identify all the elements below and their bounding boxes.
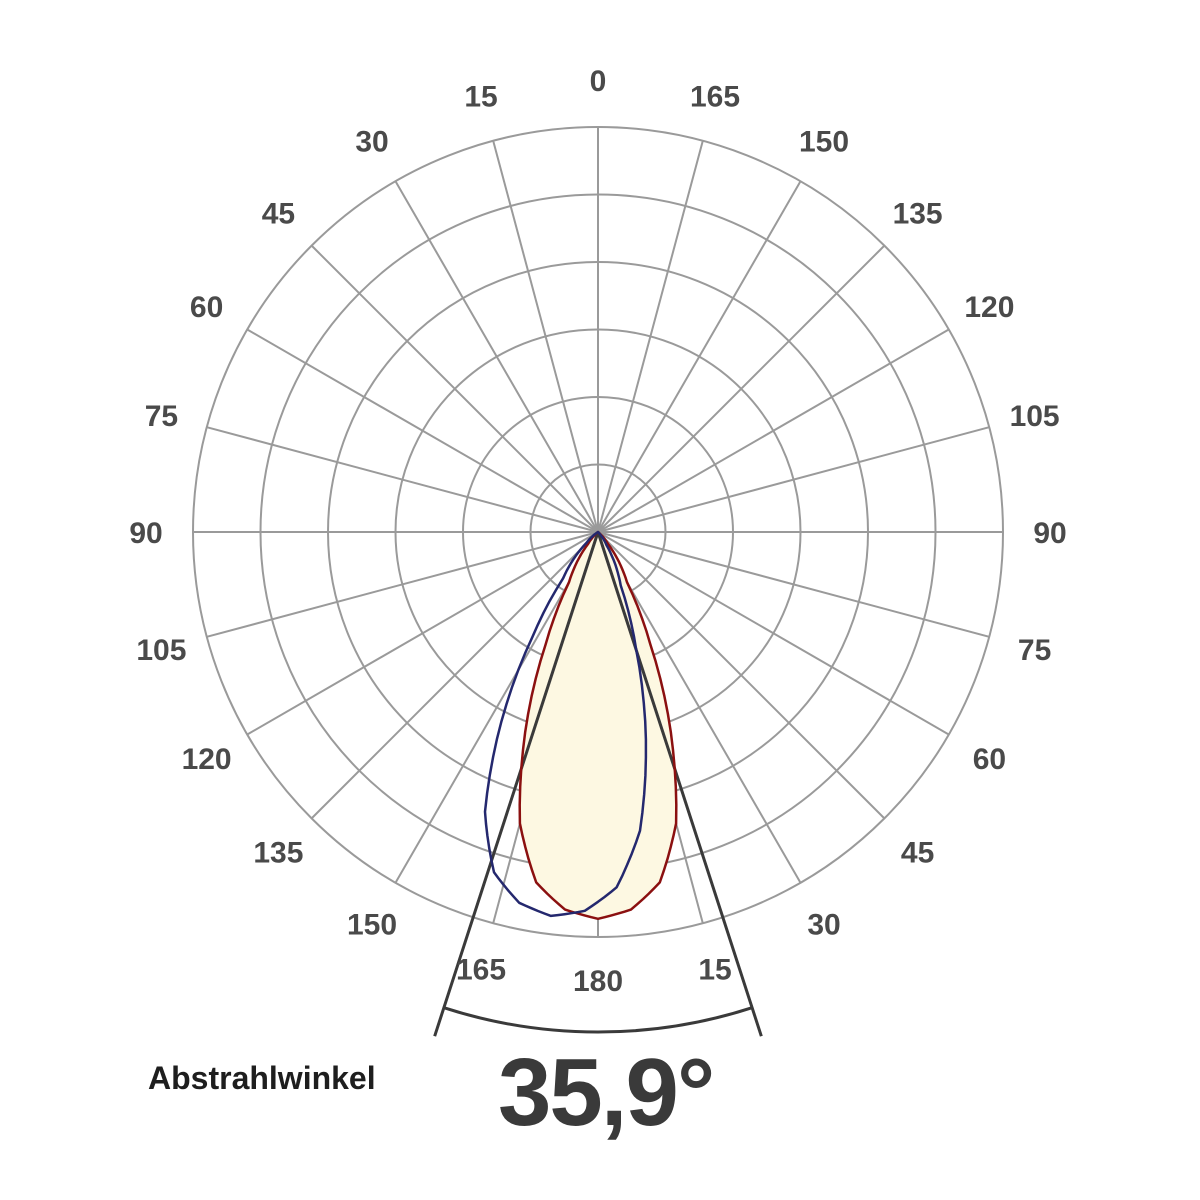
angle-tick-label: 75 — [145, 400, 178, 433]
beam-angle-arc — [443, 1006, 753, 1034]
grid-spoke — [597, 244, 886, 533]
angle-tick-label: 60 — [190, 291, 223, 324]
angle-tick-label: 90 — [1033, 517, 1066, 550]
grid-spoke — [246, 531, 599, 736]
grid-spoke — [597, 140, 704, 533]
beam-angle-cone — [433, 531, 763, 1037]
grid-spoke — [206, 531, 599, 638]
grid-spoke — [597, 328, 950, 533]
angle-tick-label: 150 — [347, 908, 397, 941]
angle-tick-label: 30 — [807, 908, 840, 941]
grid-spoke — [310, 531, 599, 820]
angle-tick-label: 45 — [262, 197, 295, 230]
grid-spoke — [597, 531, 950, 736]
angle-tick-label: 90 — [129, 517, 162, 550]
angle-tick-label: 180 — [573, 965, 623, 998]
angle-tick-label: 0 — [590, 65, 607, 98]
angle-tick-label: 135 — [253, 837, 303, 870]
cone-edge-right — [596, 531, 763, 1037]
angle-tick-label: 150 — [799, 126, 849, 159]
grid-spoke — [394, 180, 599, 533]
grid-spoke — [597, 531, 990, 638]
intensity-curve-2 — [483, 530, 648, 918]
angle-tick-label: 120 — [182, 743, 232, 776]
intensity-curve-1 — [518, 530, 678, 921]
grid-spoke — [597, 180, 802, 533]
beam-fill-shape — [519, 532, 677, 919]
angle-tick-label: 60 — [973, 743, 1006, 776]
grid-spoke — [246, 328, 599, 533]
angle-tick-label: 30 — [355, 126, 388, 159]
angle-tick-label: 45 — [901, 837, 934, 870]
intensity-curves — [483, 530, 678, 921]
angle-tick-label: 105 — [136, 634, 186, 667]
angle-tick-label: 135 — [893, 197, 943, 230]
angle-tick-label: 15 — [698, 954, 731, 987]
angle-tick-label: 120 — [964, 291, 1014, 324]
angle-tick-label: 15 — [464, 80, 497, 113]
grid-spoke — [206, 426, 599, 533]
angle-tick-label: 165 — [690, 80, 740, 113]
angle-tick-label: 105 — [1010, 400, 1060, 433]
beam-angle-caption: Abstrahlwinkel — [148, 1060, 376, 1096]
beam-fill-area — [519, 532, 677, 919]
grid-spoke — [310, 244, 599, 533]
grid-spoke — [597, 426, 990, 533]
grid-spoke — [597, 531, 886, 820]
angle-tick-label: 75 — [1018, 634, 1051, 667]
angle-tick-label: 165 — [456, 954, 506, 987]
cone-edge-left — [433, 531, 600, 1037]
beam-angle-value: 35,9° — [498, 1039, 715, 1146]
grid-spoke — [492, 140, 599, 533]
